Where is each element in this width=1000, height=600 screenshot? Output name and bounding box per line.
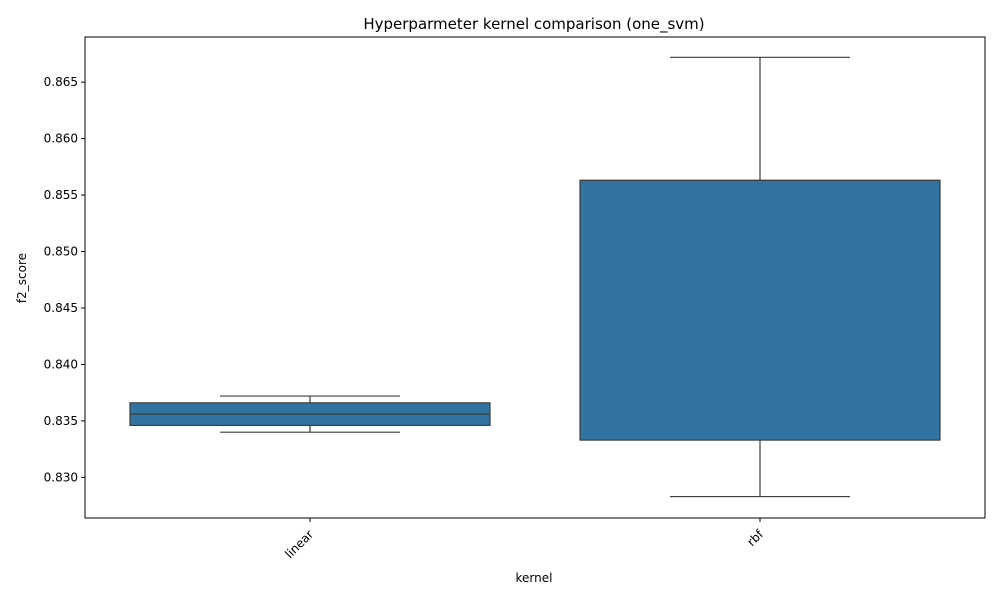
- y-axis: 0.830 0.835 0.840 0.845 0.850 0.855 0.860 0.865: [44, 75, 85, 484]
- iqr-box: [579, 179, 941, 441]
- y-tick-label: 0.830: [44, 470, 78, 484]
- y-tick-label: 0.845: [44, 301, 78, 315]
- x-axis: linear rbf: [282, 518, 767, 561]
- y-axis-label: f2_score: [15, 253, 29, 303]
- plot-area: [129, 56, 941, 498]
- y-tick-label: 0.835: [44, 414, 78, 428]
- x-tick-label: rbf: [744, 527, 766, 549]
- box-rbf: [579, 56, 941, 498]
- y-tick-label: 0.865: [44, 75, 78, 89]
- box-linear: [129, 395, 491, 433]
- x-tick-label: linear: [282, 527, 316, 561]
- chart-title: Hyperparmeter kernel comparison (one_svm…: [363, 15, 704, 34]
- y-tick-label: 0.855: [44, 188, 78, 202]
- y-tick-label: 0.860: [44, 132, 78, 146]
- plot-frame: [84, 36, 986, 519]
- y-tick-label: 0.840: [44, 357, 78, 371]
- y-tick-label: 0.850: [44, 245, 78, 259]
- x-axis-label: kernel: [516, 571, 553, 585]
